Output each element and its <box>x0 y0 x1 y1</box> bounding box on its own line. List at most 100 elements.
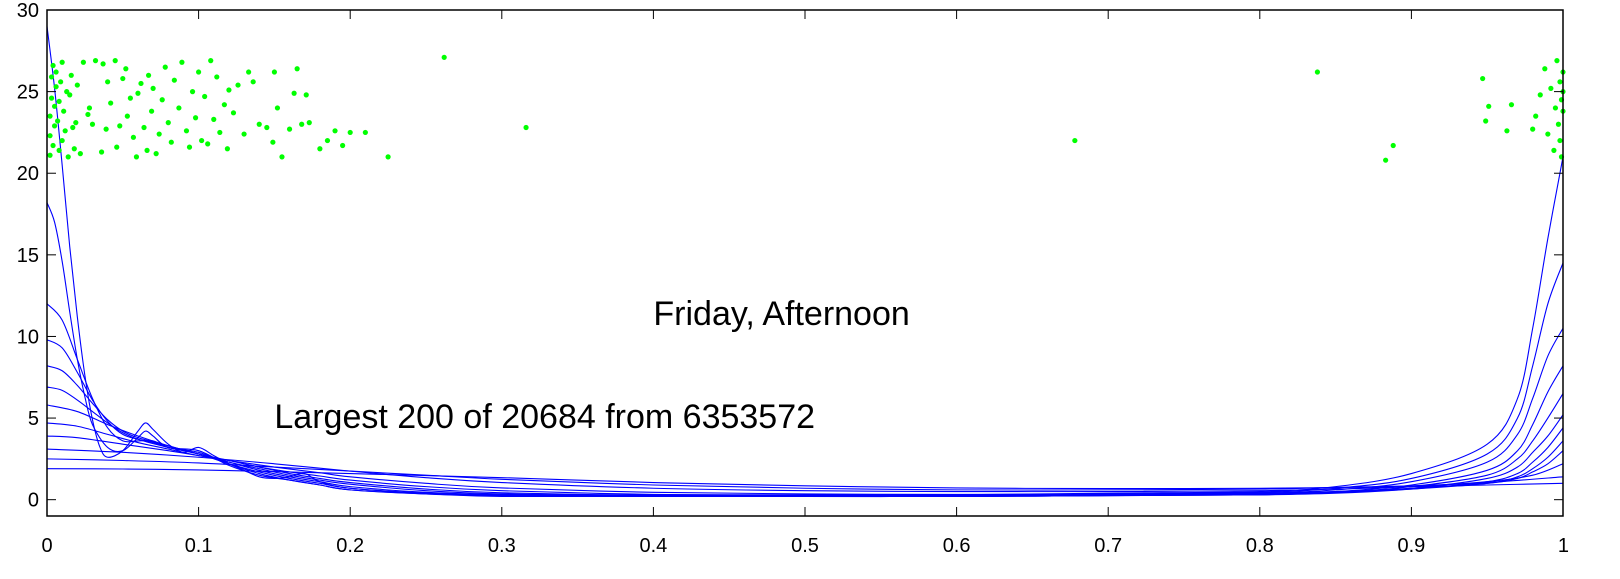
scatter-point <box>299 122 304 127</box>
scatter-point <box>58 79 63 84</box>
scatter-point <box>47 133 52 138</box>
scatter-point <box>81 60 86 65</box>
scatter-point <box>113 58 118 63</box>
scatter-point <box>292 91 297 96</box>
scatter-point <box>222 102 227 107</box>
x-tick-label: 0.5 <box>791 535 819 557</box>
scatter-point <box>134 154 139 159</box>
x-tick-label: 0.4 <box>639 535 667 557</box>
scatter-point <box>87 105 92 110</box>
scatter-point <box>108 100 113 105</box>
scatter-point <box>1391 143 1396 148</box>
scatter-point <box>149 109 154 114</box>
y-tick-label: 0 <box>28 490 39 512</box>
scatter-point <box>257 122 262 127</box>
scatter-point <box>154 151 159 156</box>
scatter-point <box>69 73 74 78</box>
scatter-point <box>66 154 71 159</box>
annotation-subtitle-1: Friday, Afternoon <box>653 295 909 333</box>
scatter-point <box>63 128 68 133</box>
scatter-point <box>52 104 57 109</box>
scatter-point <box>60 138 65 143</box>
scatter-point <box>1315 69 1320 74</box>
scatter-point <box>123 66 128 71</box>
x-tick-label: 0.3 <box>488 535 516 557</box>
scatter-point <box>72 146 77 151</box>
scatter-point <box>138 81 143 86</box>
scatter-point <box>50 63 55 68</box>
scatter-point <box>157 131 162 136</box>
scatter-point <box>217 130 222 135</box>
scatter-point <box>193 115 198 120</box>
scatter-point <box>1533 114 1538 119</box>
scatter-point <box>304 92 309 97</box>
scatter-point <box>1509 102 1514 107</box>
scatter-point <box>1545 131 1550 136</box>
x-tick-label: 0 <box>41 535 52 557</box>
scatter-point <box>275 105 280 110</box>
scatter-point <box>270 140 275 145</box>
scatter-point <box>179 60 184 65</box>
scatter-point <box>67 92 72 97</box>
scatter-point <box>272 69 277 74</box>
scatter-point <box>70 125 75 130</box>
scatter-point <box>52 123 57 128</box>
annotation-subtitle-2: Largest 200 of 20684 from 6353572 <box>274 398 815 436</box>
y-tick-label: 15 <box>17 245 39 267</box>
scatter-point <box>105 79 110 84</box>
scatter-point <box>208 58 213 63</box>
scatter-point <box>246 69 251 74</box>
scatter-point <box>1383 158 1388 163</box>
scatter-point <box>166 120 171 125</box>
scatter-point <box>117 123 122 128</box>
scatter-point <box>75 82 80 87</box>
scatter-point <box>54 84 59 89</box>
scatter-point <box>340 143 345 148</box>
scatter-point <box>317 146 322 151</box>
scatter-point <box>202 94 207 99</box>
scatter-point <box>1553 105 1558 110</box>
scatter-point <box>131 135 136 140</box>
x-tick-label: 0.1 <box>185 535 213 557</box>
scatter-point <box>141 125 146 130</box>
scatter-point <box>332 128 337 133</box>
scatter-point <box>1486 104 1491 109</box>
scatter-point <box>196 69 201 74</box>
scatter-point <box>172 78 177 83</box>
scatter-point <box>1530 127 1535 132</box>
scatter-point <box>73 120 78 125</box>
scatter-point <box>144 148 149 153</box>
x-tick-label: 1 <box>1558 535 1569 557</box>
x-tick-label: 0.6 <box>943 535 971 557</box>
y-tick-label: 25 <box>17 82 39 104</box>
scatter-point <box>1557 138 1562 143</box>
scatter-point <box>287 127 292 132</box>
scatter-point <box>57 99 62 104</box>
scatter-point <box>120 76 125 81</box>
scatter-point <box>251 79 256 84</box>
scatter-point <box>49 96 54 101</box>
scatter-point <box>523 125 528 130</box>
scatter-point <box>57 148 62 153</box>
scatter-point <box>1538 92 1543 97</box>
scatter-point <box>1556 122 1561 127</box>
scatter-point <box>78 151 83 156</box>
scatter-point <box>55 118 60 123</box>
scatter-point <box>176 105 181 110</box>
scatter-point <box>50 143 55 148</box>
scatter-point <box>348 130 353 135</box>
scatter-point <box>85 112 90 117</box>
scatter-point <box>1072 138 1077 143</box>
scatter-point <box>241 131 246 136</box>
scatter-point <box>47 114 52 119</box>
scatter-point <box>1551 148 1556 153</box>
scatter-point <box>1504 128 1509 133</box>
y-tick-label: 10 <box>17 326 39 348</box>
scatter-point <box>99 149 104 154</box>
scatter-point <box>264 125 269 130</box>
scatter-point <box>1542 66 1547 71</box>
scatter-point <box>114 145 119 150</box>
y-tick-label: 20 <box>17 163 39 185</box>
x-tick-label: 0.9 <box>1397 535 1425 557</box>
